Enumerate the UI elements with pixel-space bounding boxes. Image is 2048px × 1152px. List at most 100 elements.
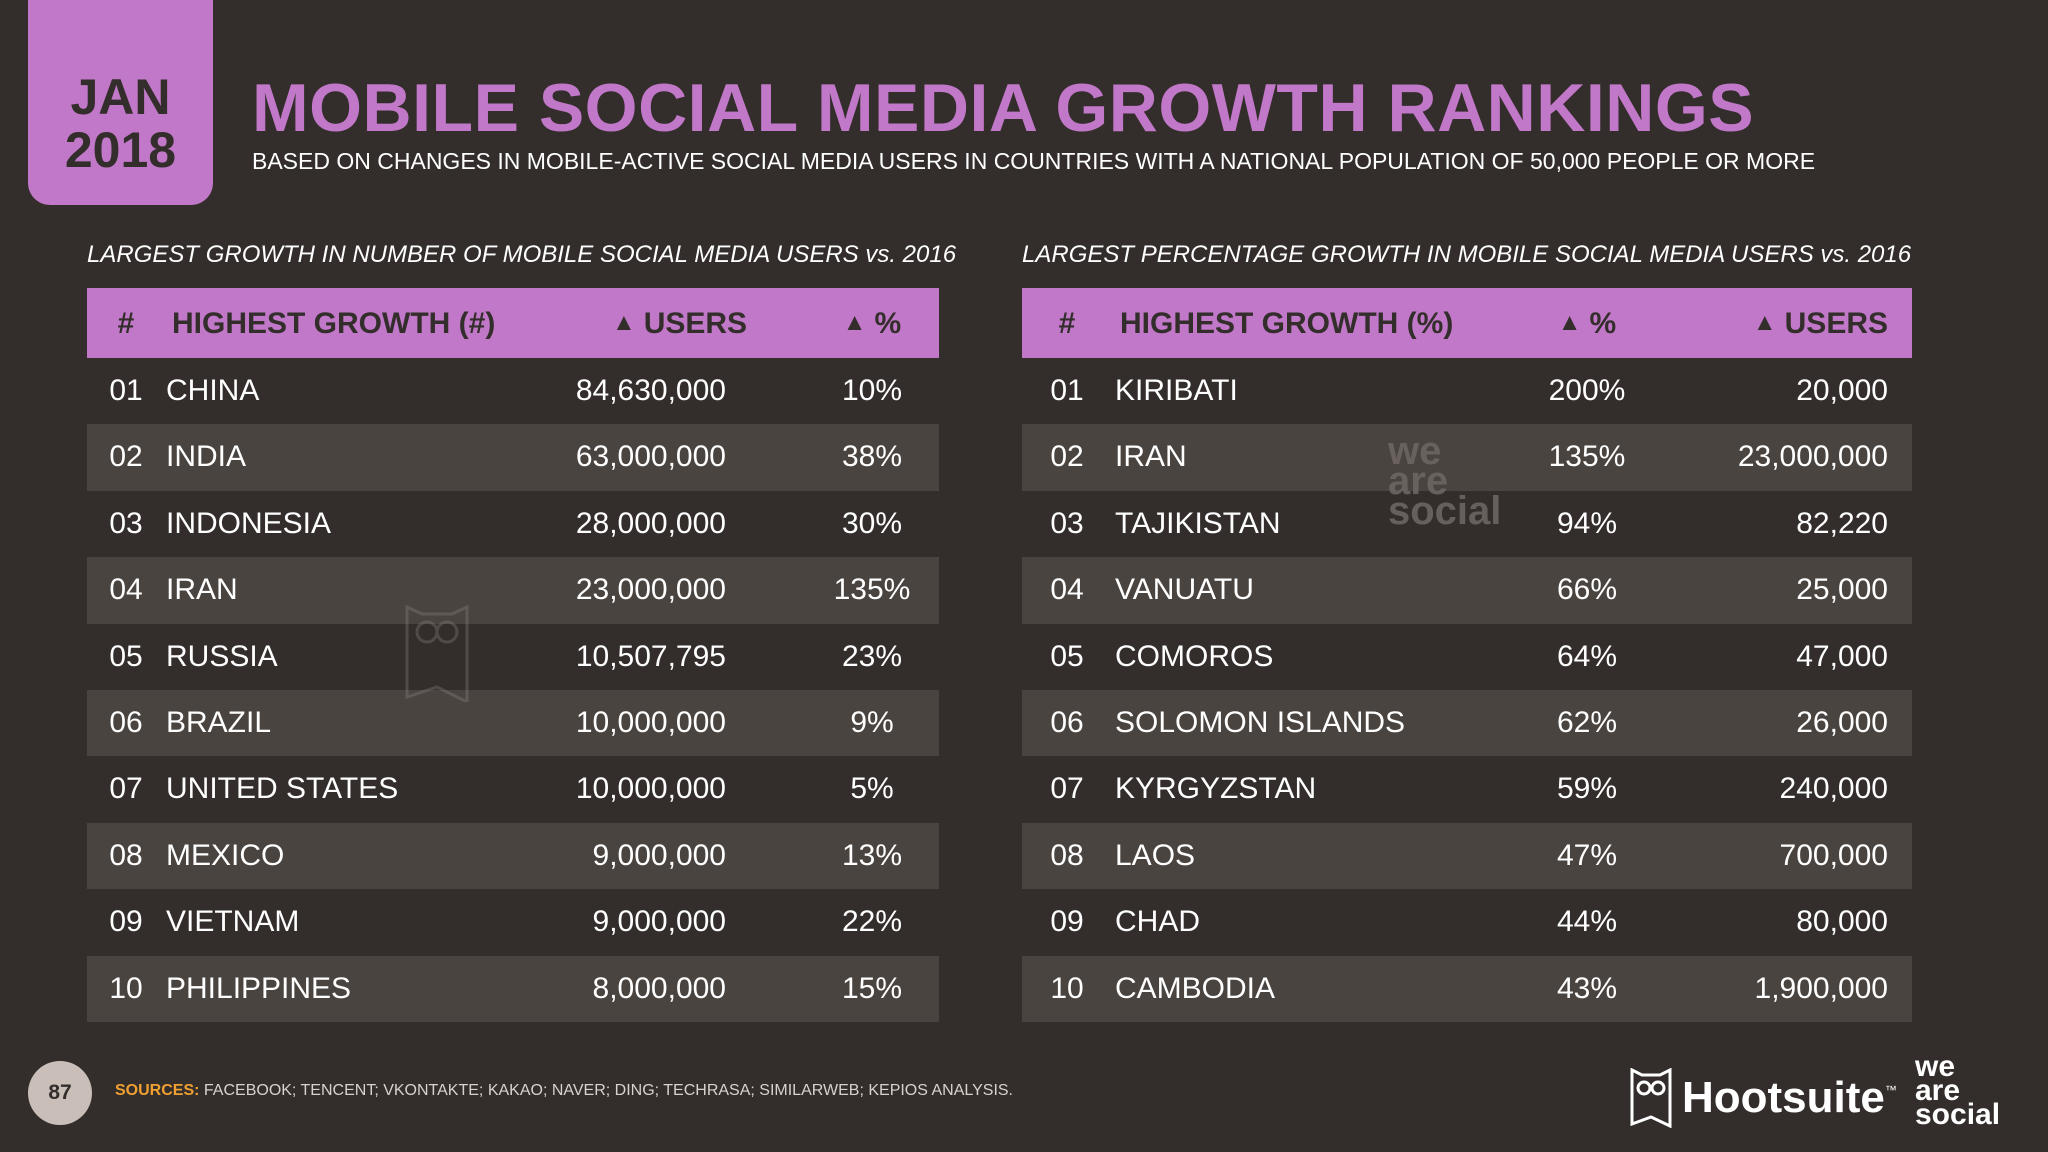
cell-users: 82,220: [1796, 506, 1888, 540]
cell-pct: 15%: [841, 971, 903, 1005]
table-row: 07 KYRGYZSTAN 59% 240,000: [1022, 756, 1912, 822]
cell-rank: 02: [109, 440, 143, 474]
table-row: 10 CAMBODIA 43% 1,900,000: [1022, 955, 1912, 1022]
date-month: JAN: [70, 69, 171, 125]
table-row: 05 RUSSIA 10,507,795 23%: [87, 624, 939, 690]
cell-users: 23,000,000: [575, 573, 726, 607]
header-rank: #: [1058, 307, 1076, 340]
hootsuite-logo: Hootsuite ™: [1630, 1063, 1897, 1133]
cell-name: VANUATU: [1115, 573, 1254, 607]
cell-users: 10,000,000: [575, 705, 726, 739]
cell-users: 1,900,000: [1754, 971, 1888, 1005]
cell-users: 10,507,795: [575, 639, 726, 673]
cell-rank: 07: [1050, 772, 1084, 806]
up-triangle-icon: ▲: [1557, 309, 1582, 336]
cell-users: 9,000,000: [592, 905, 726, 939]
table-row: 01 KIRIBATI 200% 20,000: [1022, 358, 1912, 424]
cell-name: CHINA: [166, 374, 260, 407]
cell-name: CAMBODIA: [1115, 971, 1276, 1005]
cell-name: PHILIPPINES: [166, 971, 352, 1005]
cell-users: 700,000: [1779, 838, 1888, 872]
cell-rank: 04: [109, 573, 143, 607]
cell-users: 25,000: [1796, 573, 1888, 607]
table-row: 08 MEXICO 9,000,000 13%: [87, 822, 939, 890]
cell-pct: 13%: [841, 838, 903, 872]
cell-pct: 9%: [850, 705, 894, 739]
table-row: 02 IRAN 135% 23,000,000: [1022, 424, 1912, 491]
cell-pct: 59%: [1556, 772, 1618, 806]
header-users: ▲ USERS: [611, 307, 748, 340]
cell-rank: 06: [1050, 705, 1084, 739]
cell-users: 80,000: [1796, 905, 1888, 939]
cell-rank: 05: [109, 639, 143, 673]
cell-users: 23,000,000: [1737, 440, 1888, 474]
cell-pct: 135%: [1548, 440, 1626, 474]
cell-rank: 10: [109, 971, 143, 1005]
cell-pct: 43%: [1556, 971, 1618, 1005]
we-are-social-watermark: we are social: [1388, 429, 1502, 533]
cell-pct: 38%: [841, 440, 903, 474]
cell-name: IRAN: [1115, 440, 1187, 474]
cell-pct: 62%: [1556, 705, 1618, 739]
table-row: 06 SOLOMON ISLANDS 62% 26,000: [1022, 689, 1912, 757]
header-pct: ▲%: [842, 307, 902, 340]
cell-name: KIRIBATI: [1115, 374, 1238, 407]
cell-name: BRAZIL: [166, 705, 272, 739]
left-section-label: LARGEST GROWTH IN NUMBER OF MOBILE SOCIA…: [87, 241, 957, 268]
cell-name: INDIA: [166, 440, 247, 474]
cell-pct: 135%: [833, 573, 911, 607]
cell-rank: 09: [1050, 905, 1084, 939]
cell-rank: 02: [1050, 440, 1084, 474]
table-row: 05 COMOROS 64% 47,000: [1022, 624, 1912, 690]
right-section-label: LARGEST PERCENTAGE GROWTH IN MOBILE SOCI…: [1022, 241, 1912, 268]
cell-pct: 30%: [841, 506, 903, 540]
header-name: HIGHEST GROWTH (#): [172, 307, 496, 340]
trademark-symbol: ™: [1884, 1083, 1897, 1097]
right-table-header: # HIGHEST GROWTH (%) ▲% ▲ USERS: [1022, 288, 1912, 358]
page-number: 87: [28, 1061, 92, 1125]
cell-pct: 22%: [841, 905, 903, 939]
up-triangle-icon: ▲: [842, 309, 867, 336]
page-subtitle: BASED ON CHANGES IN MOBILE-ACTIVE SOCIAL…: [252, 148, 1816, 174]
cell-rank: 03: [109, 506, 143, 540]
header-users: ▲ USERS: [1752, 307, 1888, 340]
cell-users: 240,000: [1779, 772, 1888, 806]
cell-rank: 05: [1050, 639, 1084, 673]
cell-rank: 04: [1050, 573, 1084, 607]
cell-users: 63,000,000: [575, 440, 726, 474]
cell-name: MEXICO: [166, 838, 285, 872]
table-row: 07 UNITED STATES 10,000,000 5%: [87, 756, 939, 822]
cell-name: TAJIKISTAN: [1115, 506, 1281, 540]
right-table: # HIGHEST GROWTH (%) ▲% ▲ USERS 01 KIRIBAT…: [1022, 288, 1912, 1022]
cell-rank: 08: [109, 838, 143, 872]
cell-users: 26,000: [1796, 705, 1888, 739]
date-tab: JAN 2018: [28, 0, 213, 205]
cell-pct: 23%: [841, 639, 903, 673]
cell-users: 20,000: [1796, 374, 1888, 407]
cell-rank: 06: [109, 705, 143, 739]
table-row: 01 CHINA 84,630,000 10%: [87, 358, 939, 424]
cell-name: LAOS: [1115, 838, 1196, 872]
we-are-social-logo: we are social: [1915, 1050, 2001, 1131]
header-name: HIGHEST GROWTH (%): [1120, 307, 1454, 340]
cell-rank: 09: [109, 905, 143, 939]
table-row: 10 PHILIPPINES 8,000,000 15%: [87, 955, 939, 1022]
header-pct: ▲%: [1557, 307, 1617, 340]
table-row: 04 IRAN 23,000,000 135%: [87, 557, 939, 624]
cell-name: RUSSIA: [166, 639, 278, 673]
cell-pct: 200%: [1548, 374, 1626, 407]
table-row: 09 CHAD 44% 80,000: [1022, 889, 1912, 955]
table-row: 02 INDIA 63,000,000 38%: [87, 424, 939, 491]
cell-name: IRAN: [166, 573, 238, 607]
cell-pct: 66%: [1556, 573, 1618, 607]
cell-users: 8,000,000: [592, 971, 726, 1005]
date-year: 2018: [64, 122, 177, 178]
cell-pct: 94%: [1556, 506, 1618, 540]
cell-rank: 08: [1050, 838, 1084, 872]
page-title: MOBILE SOCIAL MEDIA GROWTH RANKINGS: [252, 70, 1755, 146]
table-row: 08 LAOS 47% 700,000: [1022, 822, 1912, 890]
header-rank: #: [117, 307, 135, 340]
hootsuite-owl-icon: [1630, 1068, 1672, 1128]
cell-pct: 44%: [1556, 905, 1618, 939]
cell-pct: 5%: [850, 772, 894, 806]
